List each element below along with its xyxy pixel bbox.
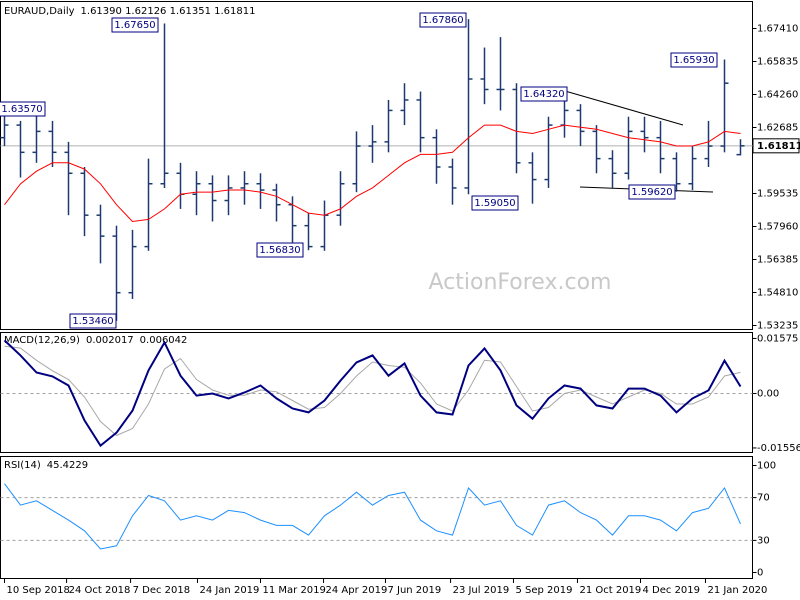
annotation: 1.64320 xyxy=(523,89,564,100)
annotation-box xyxy=(111,17,159,33)
annotation-box xyxy=(419,12,467,28)
rsi-value: 45.4229 xyxy=(47,460,88,471)
x-tick-label: 24 Apr 2019 xyxy=(326,585,388,596)
symbol: EURAUD,Daily xyxy=(4,6,75,17)
annotation: 1.67650 xyxy=(114,20,155,31)
annotation-box xyxy=(0,101,46,117)
ohlc-values: 1.61390 1.62126 1.61351 1.61811 xyxy=(81,6,256,17)
y-tick-label: 0 xyxy=(757,568,763,579)
annotation: 1.63570 xyxy=(1,104,42,115)
y-tick-label: 70 xyxy=(757,493,770,504)
y-tick-label: 100 xyxy=(757,460,776,471)
y-tick-label: 30 xyxy=(757,535,770,546)
annotation: 1.65930 xyxy=(673,55,714,66)
y-tick-label: 0.00 xyxy=(757,389,779,400)
x-tick-label: 21 Oct 2019 xyxy=(579,585,641,596)
x-tick-label: 7 Dec 2018 xyxy=(133,585,191,596)
annotation-box xyxy=(256,242,304,258)
y-tick-label: 1.64260 xyxy=(757,90,798,101)
annotation-box xyxy=(628,184,676,200)
macd-line xyxy=(3,339,742,448)
price-pane xyxy=(0,1,753,330)
x-tick-label: 7 Jun 2019 xyxy=(387,585,441,596)
annotation-box xyxy=(670,52,718,68)
macd-value: 0.002017 xyxy=(86,335,134,346)
rsi-title: RSI(14) xyxy=(4,460,41,471)
macd-title: MACD(12,26,9) xyxy=(4,335,80,346)
x-tick-label: 24 Oct 2018 xyxy=(69,585,131,596)
y-tick-label: 0.01575 xyxy=(757,333,798,344)
signal-line xyxy=(4,345,741,437)
macd-pane xyxy=(0,332,753,453)
annotation-box xyxy=(69,313,117,329)
x-tick-label: 21 Jan 2020 xyxy=(707,585,767,596)
x-tick-label: 23 Jul 2019 xyxy=(453,585,510,596)
y-tick-label: 1.56385 xyxy=(757,255,798,266)
y-tick-label: -0.015568 xyxy=(757,443,800,454)
x-tick-label: 24 Jan 2019 xyxy=(199,585,259,596)
x-tick-label: 4 Dec 2019 xyxy=(643,585,701,596)
rsi-pane xyxy=(0,456,753,579)
current-price-box xyxy=(752,138,800,154)
annotation-box xyxy=(520,86,568,102)
annotation: 1.53460 xyxy=(72,316,113,327)
y-tick-label: 1.65835 xyxy=(757,57,798,68)
y-tick-label: 1.57960 xyxy=(757,222,798,233)
y-tick-label: 1.59535 xyxy=(757,189,798,200)
rsi-line xyxy=(4,483,741,550)
annotation: 1.59620 xyxy=(631,187,672,198)
annotation-box xyxy=(471,195,519,211)
y-tick-label: 1.53235 xyxy=(757,320,798,331)
x-tick-label: 11 Mar 2019 xyxy=(263,585,326,596)
annotation: 1.67860 xyxy=(422,15,463,26)
annotation: 1.59050 xyxy=(474,198,515,209)
annotation: 1.56830 xyxy=(259,245,300,256)
watermark: ActionForex.com xyxy=(429,270,612,295)
trend-line xyxy=(564,90,684,126)
rsi-header: RSI(14) 45.4229 xyxy=(4,460,88,471)
x-tick-label: 5 Sep 2019 xyxy=(515,585,572,596)
current-price-label: 1.61811 xyxy=(757,141,800,152)
x-tick-label: 10 Sep 2018 xyxy=(7,585,70,596)
moving-average xyxy=(4,124,741,223)
y-tick-label: 1.54810 xyxy=(757,287,798,298)
signal-value: 0.006042 xyxy=(140,335,188,346)
y-tick-label: 1.67410 xyxy=(757,24,798,35)
y-tick-label: 1.62685 xyxy=(757,123,798,134)
macd-header: MACD(12,26,9) 0.002017 0.006042 xyxy=(4,335,187,346)
price-header: EURAUD,Daily 1.61390 1.62126 1.61351 1.61… xyxy=(4,6,255,17)
